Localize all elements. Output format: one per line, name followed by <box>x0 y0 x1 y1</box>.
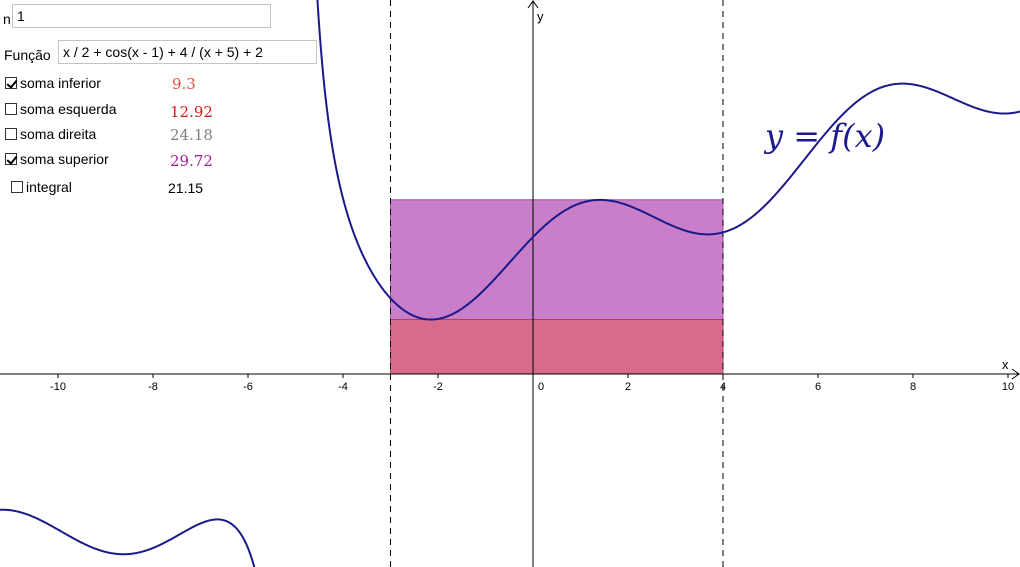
upper-sum-value: 29.72 <box>170 152 213 170</box>
control-panel: n Função soma inferior soma esquerda som… <box>0 0 330 200</box>
checkbox-upper-sum[interactable]: soma superior <box>5 149 109 169</box>
lower-sum-checkbox[interactable] <box>5 77 17 89</box>
x-axis-label: x <box>1002 357 1009 372</box>
right-sum-checkbox[interactable] <box>5 128 17 140</box>
x-axis-ticks: -10-8-6-4-20246810 <box>50 374 1014 393</box>
x-tick-label: -4 <box>338 381 348 393</box>
y-axis-label: y <box>537 9 544 24</box>
x-tick-label: -2 <box>433 381 443 393</box>
x-axis-arrow <box>1011 368 1020 380</box>
x-tick-label: 6 <box>815 381 821 393</box>
x-tick-label: -8 <box>148 381 158 393</box>
function-label: Função <box>4 47 51 63</box>
lower-sum-label: soma inferior <box>20 75 101 91</box>
riemann-rectangles <box>390 199 724 375</box>
left-sum-value: 12.92 <box>170 103 213 121</box>
checkbox-right-sum[interactable]: soma direita <box>5 124 96 144</box>
y-axis-arrow <box>527 0 539 9</box>
n-input[interactable] <box>12 4 271 28</box>
lower-sum-value: 9.3 <box>172 75 196 93</box>
function-input[interactable] <box>58 40 317 64</box>
x-tick-label: -10 <box>50 381 66 393</box>
left-sum-label: soma esquerda <box>20 101 117 117</box>
x-tick-label: -6 <box>243 381 253 393</box>
x-tick-label: 0 <box>538 381 544 393</box>
right-sum-label: soma direita <box>20 126 97 142</box>
integral-checkbox[interactable] <box>11 181 23 193</box>
right-sum-value: 24.18 <box>170 126 213 144</box>
left-sum-checkbox[interactable] <box>5 103 17 115</box>
upper-sum-label: soma superior <box>20 151 109 167</box>
upper-sum-checkbox[interactable] <box>5 153 17 165</box>
x-tick-label: 2 <box>625 381 631 393</box>
checkbox-left-sum[interactable]: soma esquerda <box>5 99 117 119</box>
curve-label: y = f(x) <box>763 117 885 155</box>
lower-sum-rectangle <box>390 318 724 375</box>
checkbox-integral[interactable]: integral <box>11 177 72 197</box>
integral-value: 21.15 <box>168 180 204 196</box>
checkbox-lower-sum[interactable]: soma inferior <box>5 73 101 93</box>
n-label: n <box>3 11 11 27</box>
x-tick-label: 10 <box>1002 381 1014 393</box>
x-tick-label: 8 <box>910 381 916 393</box>
integral-label: integral <box>26 179 72 195</box>
